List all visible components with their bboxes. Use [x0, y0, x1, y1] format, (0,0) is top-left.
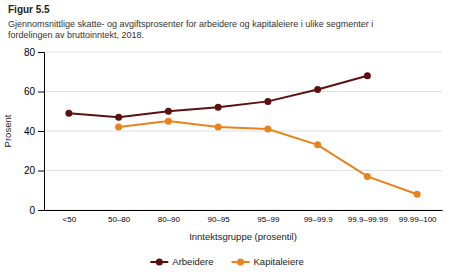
grid-line	[44, 210, 442, 211]
tick-label: 95–99	[257, 215, 280, 224]
tick-label: 0	[29, 205, 35, 216]
tick-mark	[38, 171, 44, 172]
legend-item: Kapitaleiere	[232, 256, 304, 267]
point	[314, 141, 321, 148]
legend-label: Arbeidere	[172, 256, 213, 267]
plot-marks	[65, 72, 420, 198]
point	[65, 110, 72, 117]
x-tick: 50–80	[108, 215, 131, 224]
legend-marker	[156, 259, 163, 266]
grid-line	[44, 91, 442, 92]
tick-label: 90–95	[208, 215, 231, 224]
tick-mark	[38, 52, 44, 53]
tick-mark	[38, 92, 44, 93]
y-tick: 20	[24, 165, 44, 176]
x-tick: 80–90	[158, 215, 181, 224]
tick-label: 60	[24, 86, 36, 97]
x-tick: <50	[63, 215, 77, 224]
series-line	[69, 76, 368, 117]
subtitle: Gjennomsnittlige skatte- og avgiftsprose…	[8, 19, 373, 40]
chart: Figur 5.5 Gjennomsnittlige skatte- og avg…	[0, 0, 454, 272]
y-axis-title: Prosent	[2, 114, 13, 147]
y-tick: 40	[24, 126, 44, 137]
legend-marker	[237, 259, 244, 266]
point	[215, 124, 222, 131]
point	[364, 72, 371, 79]
point	[165, 108, 172, 115]
grid-line	[44, 52, 442, 53]
tick-mark	[38, 210, 44, 211]
legend: Arbeidere Kapitaleiere	[150, 256, 303, 267]
subtitle-line: Gjennomsnittlige skatte- og avgiftsprose…	[8, 19, 373, 29]
point	[115, 114, 122, 121]
tick-label: 80–90	[158, 215, 181, 224]
tick-label: 20	[24, 165, 36, 176]
y-tick: 0	[29, 205, 44, 216]
point	[414, 191, 421, 198]
point	[364, 173, 371, 180]
point	[115, 124, 122, 131]
series	[115, 118, 421, 198]
x-tick: 99–99.9	[304, 215, 333, 224]
legend-item: Arbeidere	[150, 256, 213, 267]
tick-label: 50–80	[108, 215, 131, 224]
point	[165, 118, 172, 125]
axis-domain	[45, 210, 443, 211]
tick-label: 40	[24, 126, 36, 137]
point	[264, 126, 271, 133]
tick-label: 99.9–99.99	[348, 215, 389, 224]
point	[314, 86, 321, 93]
x-tick: 99.99–100	[399, 215, 437, 224]
tick-mark	[38, 131, 44, 132]
tick-label: 99.99–100	[399, 215, 437, 224]
tick-label: 80	[24, 47, 36, 58]
axis-domain	[38, 53, 45, 211]
grid	[44, 52, 442, 210]
subtitle-line: fordelingen av bruttoinntekt, 2018.	[8, 30, 144, 40]
legend-label: Kapitaleiere	[254, 256, 304, 267]
x-tick: 99.9–99.99	[348, 215, 389, 224]
x-tick: 95–99	[257, 215, 280, 224]
title: Figur 5.5	[8, 4, 50, 15]
x-axis: <50 50–80 80–90 90–95 95–99 99–99.9 99.9–99.99…	[45, 211, 443, 224]
y-tick: 80	[24, 47, 44, 58]
y-axis: 0 20 40 60 80	[24, 47, 45, 216]
grid-line	[44, 170, 442, 171]
point	[215, 104, 222, 111]
y-tick: 60	[24, 86, 44, 97]
tick-label: <50	[63, 215, 77, 224]
point	[264, 98, 271, 105]
tick-label: 99–99.9	[304, 215, 333, 224]
x-axis-title: Inntektsgruppe (prosentil)	[189, 231, 297, 242]
series-line	[119, 121, 418, 194]
grid-line	[44, 131, 442, 132]
x-tick: 90–95	[208, 215, 231, 224]
series	[65, 72, 371, 120]
